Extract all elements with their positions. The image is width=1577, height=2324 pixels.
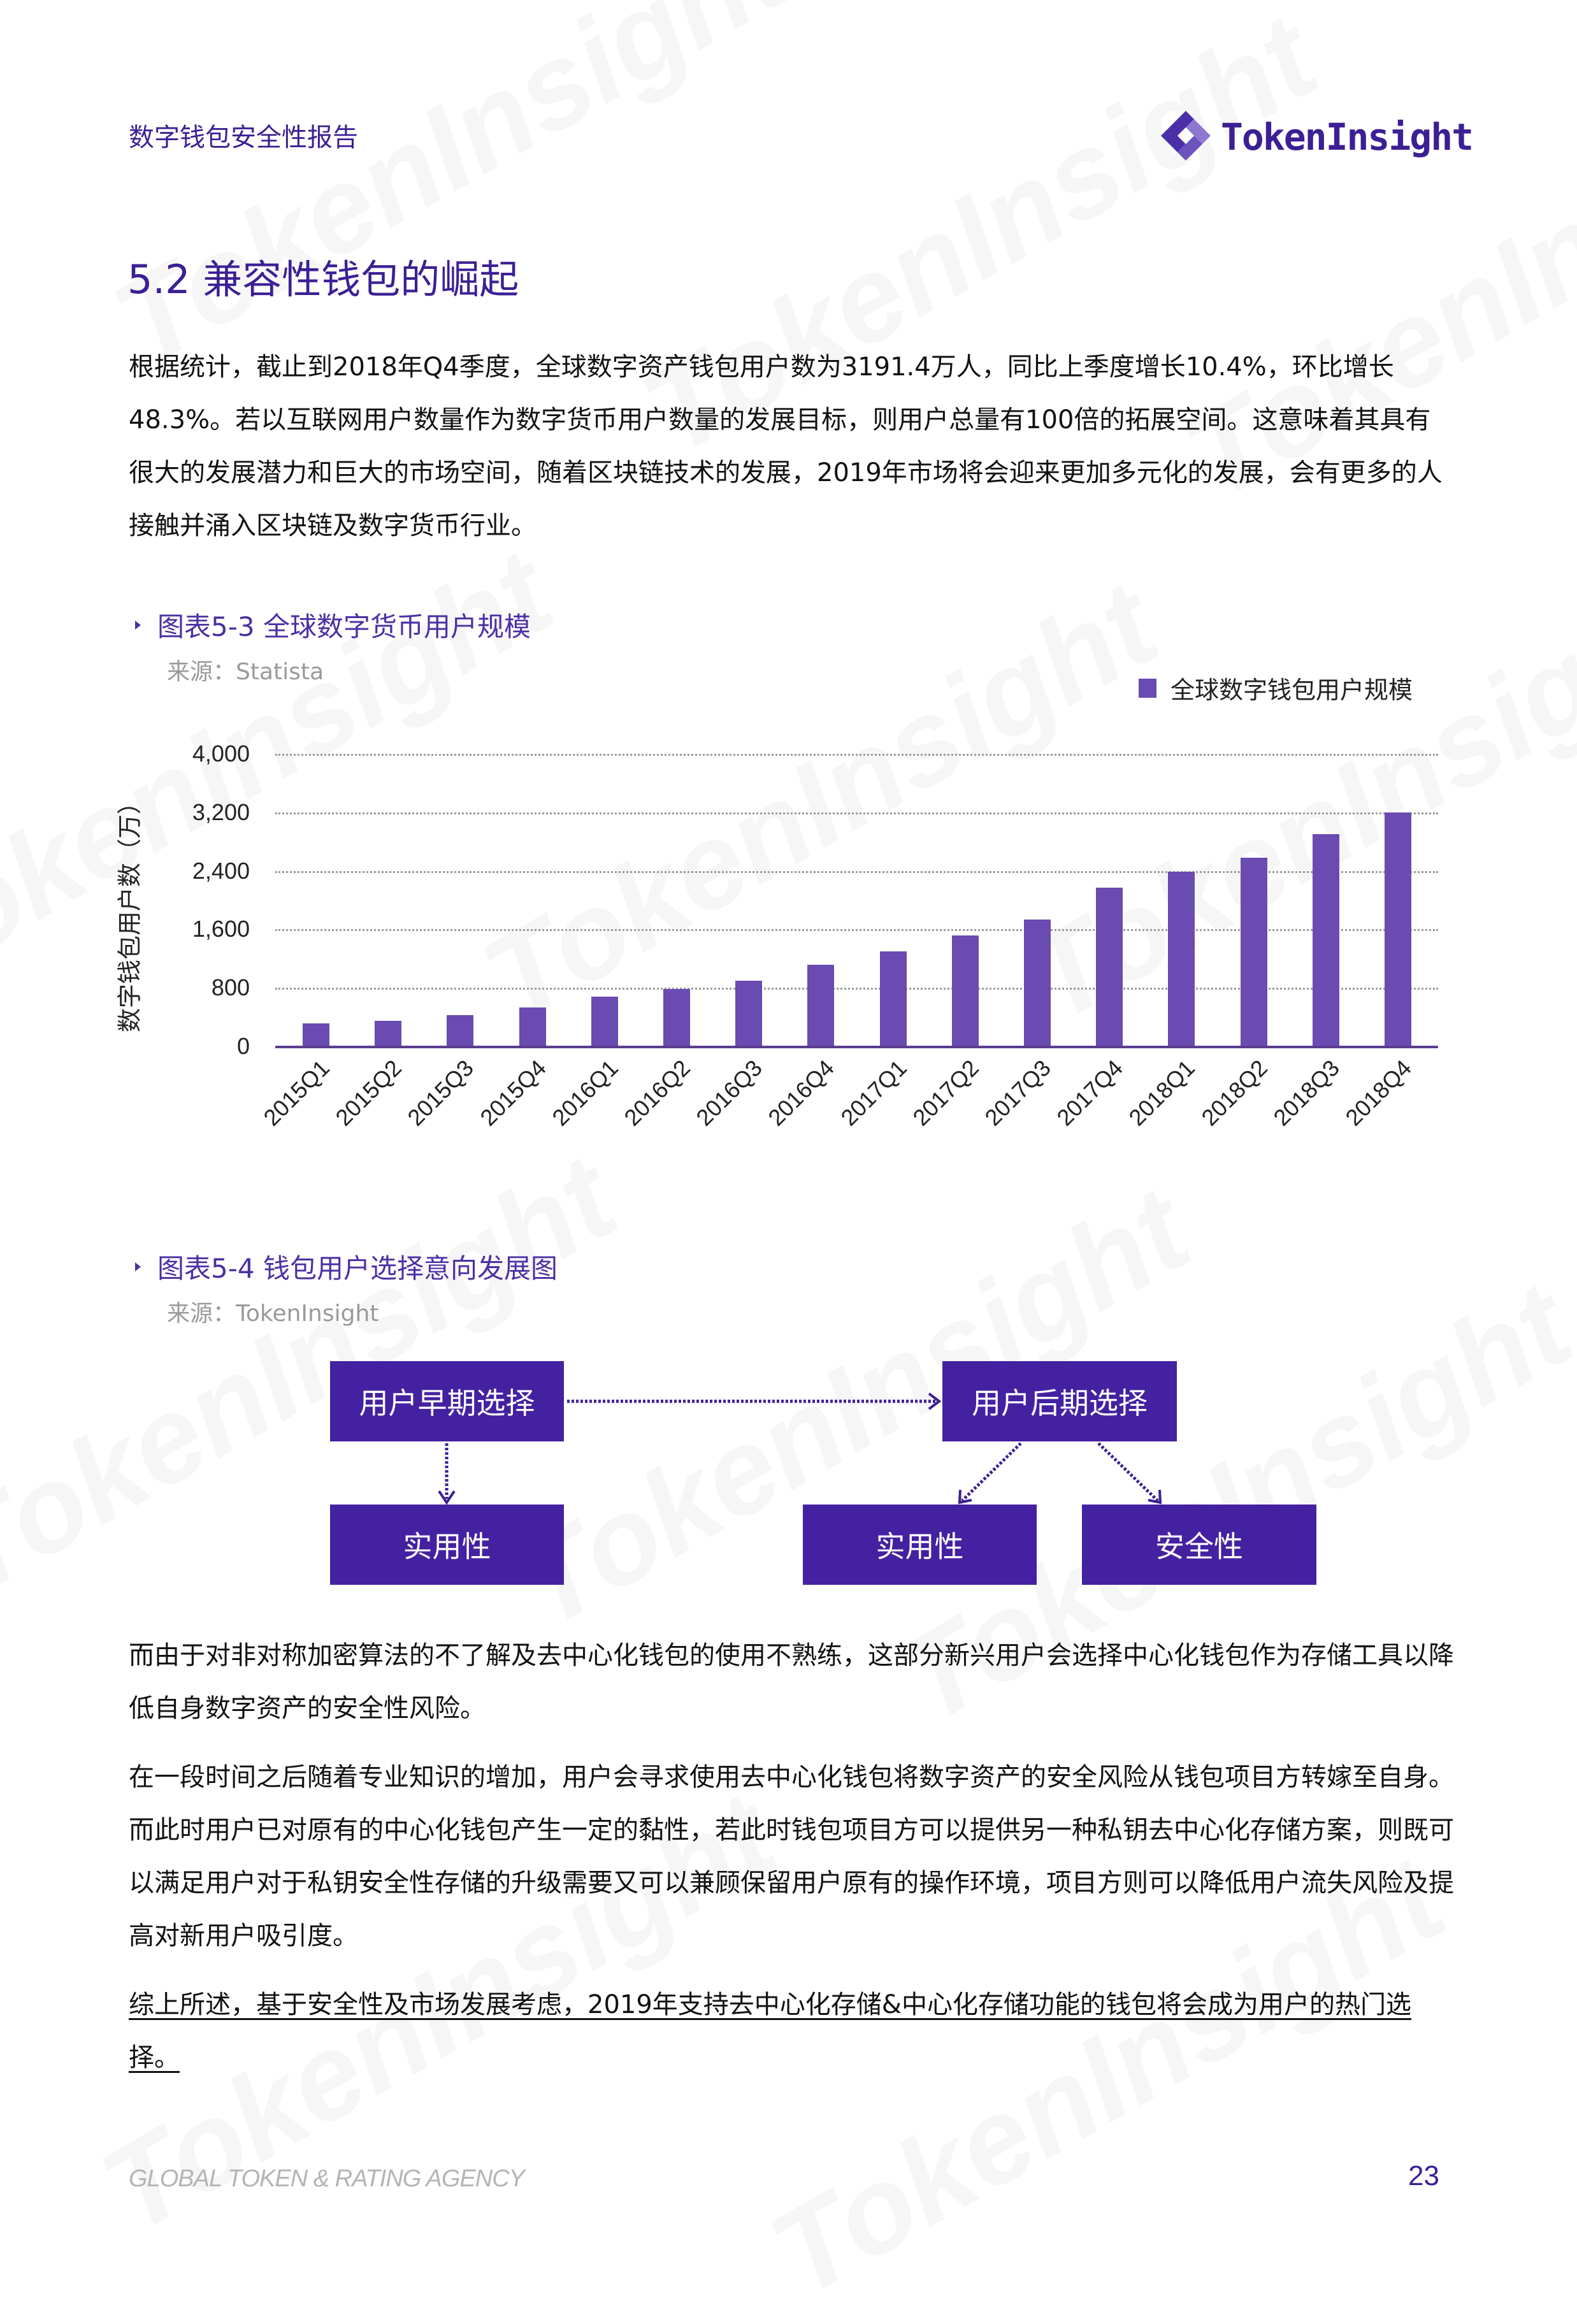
y-tick-label: 3,200 <box>192 798 250 825</box>
paragraph-2: 在一段时间之后随着专业知识的增加，用户会寻求使用去中心化钱包将数字资产的安全风险… <box>129 1763 1454 1951</box>
bar-2018Q1 <box>1168 871 1195 1046</box>
figure1-source: 来源：Statista <box>167 659 324 685</box>
x-axis-line <box>275 1046 1438 1048</box>
node-late-utility: 实用性 <box>803 1505 1037 1585</box>
figure2-source: 来源：TokenInsight <box>167 1301 379 1327</box>
bar-2016Q3 <box>735 981 763 1046</box>
bullet-triangle-icon <box>135 620 141 630</box>
bar-2015Q2 <box>375 1020 402 1046</box>
bar-2016Q2 <box>663 988 690 1046</box>
node-late-security: 安全性 <box>1082 1505 1316 1585</box>
bar-2017Q2 <box>951 935 979 1046</box>
y-tick-label: 4,000 <box>192 740 250 767</box>
gridline <box>275 754 1438 756</box>
gridline <box>275 929 1438 932</box>
gridline <box>275 988 1438 990</box>
flow-arrows <box>438 1392 1162 1505</box>
legend-swatch <box>1139 678 1156 698</box>
section-title: 5.2 兼容性钱包的崛起 <box>127 256 519 303</box>
arrow-late-to-security <box>1097 1442 1159 1502</box>
arrow-late-to-utility <box>961 1442 1022 1502</box>
node-late-choice: 用户后期选择 <box>942 1361 1177 1441</box>
conclusion-paragraph: 综上所述，基于安全性及市场发展考虑，2019年支持去中心化存储&中心化存储功能的… <box>129 1979 1454 2084</box>
bar-2015Q4 <box>519 1007 546 1046</box>
bar-2015Q1 <box>303 1023 329 1046</box>
paragraph-1: 而由于对非对称加密算法的不了解及去中心化钱包的使用不熟练，这部分新兴用户会选择中… <box>129 1641 1454 1723</box>
logo-text: TokenInsight <box>1221 115 1474 159</box>
logo: TokenInsight <box>1158 108 1474 166</box>
report-title: 数字钱包安全性报告 <box>129 123 358 152</box>
intro-paragraph: 根据统计，截止到2018年Q4季度，全球数字资产钱包用户数为3191.4万人，同… <box>129 352 1443 540</box>
figure1-title: 图表5-3 全球数字货币用户规模 <box>135 605 531 644</box>
bar-2016Q4 <box>807 964 835 1046</box>
bar-2016Q1 <box>591 996 618 1046</box>
footer-tagline: GLOBAL TOKEN & RATING AGENCY <box>129 2165 525 2192</box>
y-tick-label: 0 <box>236 1033 250 1059</box>
logo-diamond-icon <box>1158 108 1213 166</box>
legend-label: 全球数字钱包用户规模 <box>1170 676 1413 704</box>
y-tick-label: 800 <box>211 974 250 1001</box>
bar-2015Q3 <box>447 1014 474 1046</box>
page-number: 23 <box>1408 2160 1439 2191</box>
plot-area <box>275 754 1438 1046</box>
bar-2017Q1 <box>879 951 907 1046</box>
bar-2018Q3 <box>1312 834 1339 1046</box>
figure2-title: 图表5-4 钱包用户选择意向发展图 <box>135 1247 558 1286</box>
bar-2018Q2 <box>1240 858 1267 1046</box>
bullet-triangle-icon <box>135 1262 141 1271</box>
node-early-utility: 实用性 <box>330 1505 564 1585</box>
y-tick-label: 2,400 <box>192 857 250 884</box>
bar-2017Q3 <box>1024 919 1051 1046</box>
y-tick-label: 1,600 <box>192 916 250 942</box>
gridline <box>275 812 1438 814</box>
figure2-title-text: 图表5-4 钱包用户选择意向发展图 <box>157 1253 558 1284</box>
node-early-choice: 用户早期选择 <box>330 1361 564 1441</box>
conclusion-text: 综上所述，基于安全性及市场发展考虑，2019年支持去中心化存储&中心化存储功能的… <box>129 1990 1411 2072</box>
bar-2017Q4 <box>1096 887 1123 1046</box>
bar-2018Q4 <box>1385 812 1411 1046</box>
chart-legend: 全球数字钱包用户规模 <box>1139 670 1413 705</box>
gridline <box>275 870 1438 873</box>
figure1-title-text: 图表5-3 全球数字货币用户规模 <box>157 611 531 642</box>
